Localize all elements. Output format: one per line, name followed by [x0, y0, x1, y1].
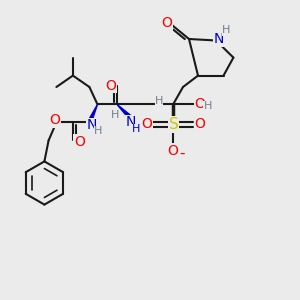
- Text: O: O: [74, 135, 85, 149]
- Text: O: O: [105, 79, 116, 93]
- Text: O: O: [194, 118, 205, 131]
- Text: H: H: [222, 25, 231, 35]
- Text: O: O: [195, 97, 206, 111]
- Text: H: H: [94, 126, 103, 136]
- Polygon shape: [117, 104, 134, 122]
- Text: H: H: [155, 96, 163, 106]
- Polygon shape: [88, 104, 98, 123]
- Text: O: O: [50, 113, 60, 127]
- Text: N: N: [125, 116, 136, 129]
- Text: O: O: [162, 16, 172, 30]
- Text: N: N: [214, 32, 224, 46]
- Text: N: N: [87, 118, 97, 132]
- Text: O: O: [141, 118, 152, 131]
- Text: H: H: [132, 124, 141, 134]
- Text: H: H: [204, 101, 212, 111]
- Text: H: H: [111, 110, 120, 121]
- Text: O: O: [168, 144, 178, 158]
- Text: -: -: [179, 146, 185, 161]
- Text: S: S: [169, 117, 178, 132]
